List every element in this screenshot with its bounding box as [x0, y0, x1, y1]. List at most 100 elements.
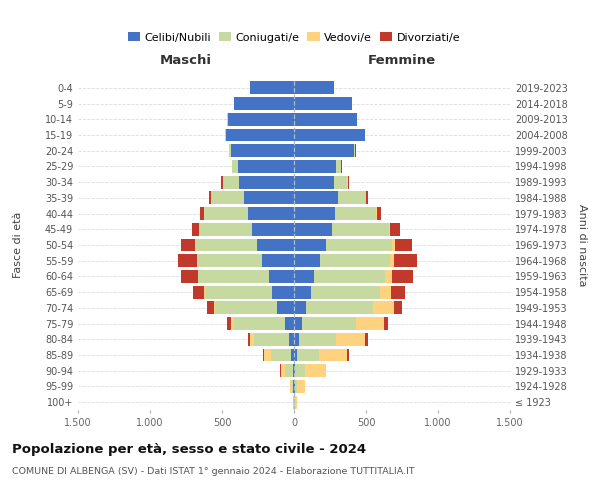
Bar — [254, 333, 289, 345]
Bar — [311, 286, 380, 298]
Bar — [181, 270, 198, 283]
Bar — [257, 238, 294, 252]
Bar — [294, 160, 337, 173]
Bar — [305, 364, 326, 377]
Bar — [392, 270, 413, 283]
Bar — [289, 333, 294, 345]
Bar — [294, 333, 299, 345]
Bar — [294, 238, 326, 252]
Bar — [390, 254, 394, 267]
Bar — [394, 254, 416, 267]
Bar — [392, 238, 395, 252]
Bar — [199, 223, 251, 235]
Bar — [233, 317, 286, 330]
Bar — [354, 144, 355, 157]
Bar — [209, 192, 211, 204]
Bar — [198, 270, 269, 283]
Bar — [204, 286, 205, 298]
Bar — [214, 302, 215, 314]
Bar — [365, 333, 368, 345]
Bar — [314, 270, 385, 283]
Bar — [244, 192, 294, 204]
Bar — [232, 160, 238, 173]
Bar — [391, 286, 406, 298]
Text: Femmine: Femmine — [368, 54, 436, 67]
Bar — [211, 192, 244, 204]
Bar — [294, 254, 320, 267]
Bar — [226, 128, 294, 141]
Bar — [384, 317, 388, 330]
Bar — [221, 176, 223, 188]
Bar — [248, 207, 294, 220]
Bar — [299, 333, 336, 345]
Bar — [205, 286, 272, 298]
Bar — [272, 286, 294, 298]
Bar — [389, 223, 390, 235]
Bar — [390, 223, 400, 235]
Bar — [294, 380, 295, 393]
Bar — [251, 223, 294, 235]
Bar — [178, 254, 197, 267]
Bar — [338, 192, 366, 204]
Bar — [281, 364, 284, 377]
Bar — [263, 348, 264, 362]
Bar — [385, 270, 392, 283]
Bar — [200, 207, 204, 220]
Bar — [395, 238, 412, 252]
Bar — [356, 317, 384, 330]
Bar — [337, 160, 341, 173]
Bar — [294, 113, 356, 126]
Bar — [294, 144, 354, 157]
Bar — [294, 223, 332, 235]
Bar — [204, 207, 248, 220]
Bar — [223, 176, 239, 188]
Bar — [271, 348, 291, 362]
Bar — [290, 380, 292, 393]
Text: Maschi: Maschi — [160, 54, 212, 67]
Bar — [291, 348, 294, 362]
Bar — [294, 192, 338, 204]
Bar — [231, 317, 233, 330]
Bar — [347, 176, 349, 188]
Bar — [335, 207, 376, 220]
Bar — [250, 82, 294, 94]
Bar — [294, 128, 365, 141]
Bar — [334, 176, 347, 188]
Bar — [228, 113, 294, 126]
Bar — [292, 380, 293, 393]
Bar — [233, 97, 294, 110]
Bar — [294, 207, 335, 220]
Bar — [250, 333, 254, 345]
Bar — [294, 82, 334, 94]
Bar — [294, 348, 296, 362]
Bar — [230, 144, 294, 157]
Bar — [262, 254, 294, 267]
Bar — [215, 302, 277, 314]
Bar — [293, 364, 294, 377]
Bar — [193, 286, 204, 298]
Bar — [207, 302, 214, 314]
Bar — [294, 302, 306, 314]
Bar — [295, 380, 297, 393]
Bar — [294, 97, 352, 110]
Bar — [277, 302, 294, 314]
Bar — [269, 270, 294, 283]
Text: Fasce di età: Fasce di età — [13, 212, 23, 278]
Bar — [302, 317, 356, 330]
Bar — [294, 270, 314, 283]
Bar — [294, 286, 311, 298]
Text: Anni di nascita: Anni di nascita — [577, 204, 587, 286]
Bar — [196, 238, 257, 252]
Bar — [286, 317, 294, 330]
Bar — [332, 223, 389, 235]
Bar — [293, 380, 294, 393]
Bar — [229, 144, 230, 157]
Bar — [306, 302, 373, 314]
Bar — [294, 176, 334, 188]
Bar — [320, 254, 390, 267]
Bar — [284, 364, 293, 377]
Bar — [319, 348, 347, 362]
Bar — [295, 364, 305, 377]
Bar — [347, 348, 349, 362]
Bar — [295, 396, 296, 408]
